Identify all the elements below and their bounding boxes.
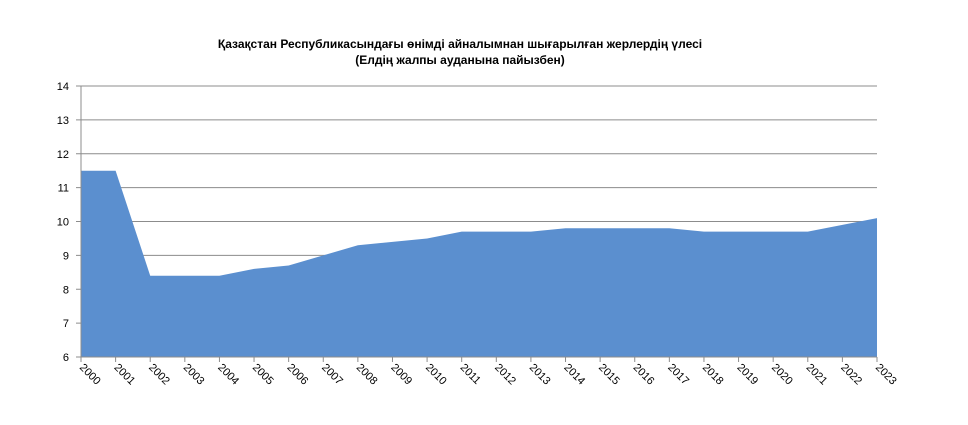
y-tick-label: 14 bbox=[57, 81, 69, 93]
x-tick-label: 2015 bbox=[596, 362, 622, 388]
y-tick-label: 9 bbox=[63, 250, 69, 262]
y-tick-label: 11 bbox=[58, 183, 69, 195]
x-tick-label: 2016 bbox=[631, 362, 657, 388]
x-tick-label: 2010 bbox=[423, 362, 449, 388]
chart-subtitle: (Елдің жалпы ауданына пайызбен) bbox=[355, 53, 565, 67]
y-tick-label: 7 bbox=[63, 318, 69, 330]
x-tick-label: 2002 bbox=[146, 362, 172, 388]
x-tick-label: 2021 bbox=[804, 362, 830, 388]
x-tick-label: 2014 bbox=[561, 362, 587, 388]
x-tick-label: 2011 bbox=[458, 362, 483, 387]
y-tick-label: 13 bbox=[57, 115, 69, 127]
x-axis: 2000 2001 2002 2003 2004 2005 2006 2007 2008 2009… bbox=[77, 356, 899, 388]
x-tick-label: 2001 bbox=[111, 362, 137, 388]
x-tick-label: 2007 bbox=[319, 362, 345, 388]
x-tick-label: 2006 bbox=[285, 362, 311, 388]
y-axis: 6 7 8 9 10 11 12 13 14 bbox=[57, 81, 82, 364]
x-tick-label: 2013 bbox=[527, 362, 553, 388]
x-tick-label: 2023 bbox=[873, 362, 899, 388]
y-tick-label: 8 bbox=[63, 284, 69, 296]
x-tick-label: 2004 bbox=[215, 362, 241, 388]
x-tick-label: 2008 bbox=[354, 362, 380, 388]
x-tick-label: 2000 bbox=[77, 362, 103, 388]
x-tick-label: 2020 bbox=[769, 362, 795, 388]
y-tick-label: 12 bbox=[57, 149, 69, 161]
chart-title: Қазақстан Республикасындағы өнімді айнал… bbox=[218, 37, 702, 51]
x-tick-label: 2012 bbox=[492, 362, 518, 388]
x-tick-label: 2017 bbox=[665, 362, 691, 388]
area-fill bbox=[81, 170, 877, 357]
x-tick-label: 2022 bbox=[838, 362, 864, 388]
x-tick-label: 2005 bbox=[250, 362, 276, 388]
area-series bbox=[81, 170, 877, 357]
x-tick-label: 2019 bbox=[734, 362, 760, 388]
x-tick-label: 2018 bbox=[700, 362, 726, 388]
x-tick-label: 2009 bbox=[388, 362, 414, 388]
y-tick-label: 10 bbox=[57, 217, 69, 229]
y-tick-label: 6 bbox=[63, 352, 69, 364]
x-tick-label: 2003 bbox=[181, 362, 207, 388]
